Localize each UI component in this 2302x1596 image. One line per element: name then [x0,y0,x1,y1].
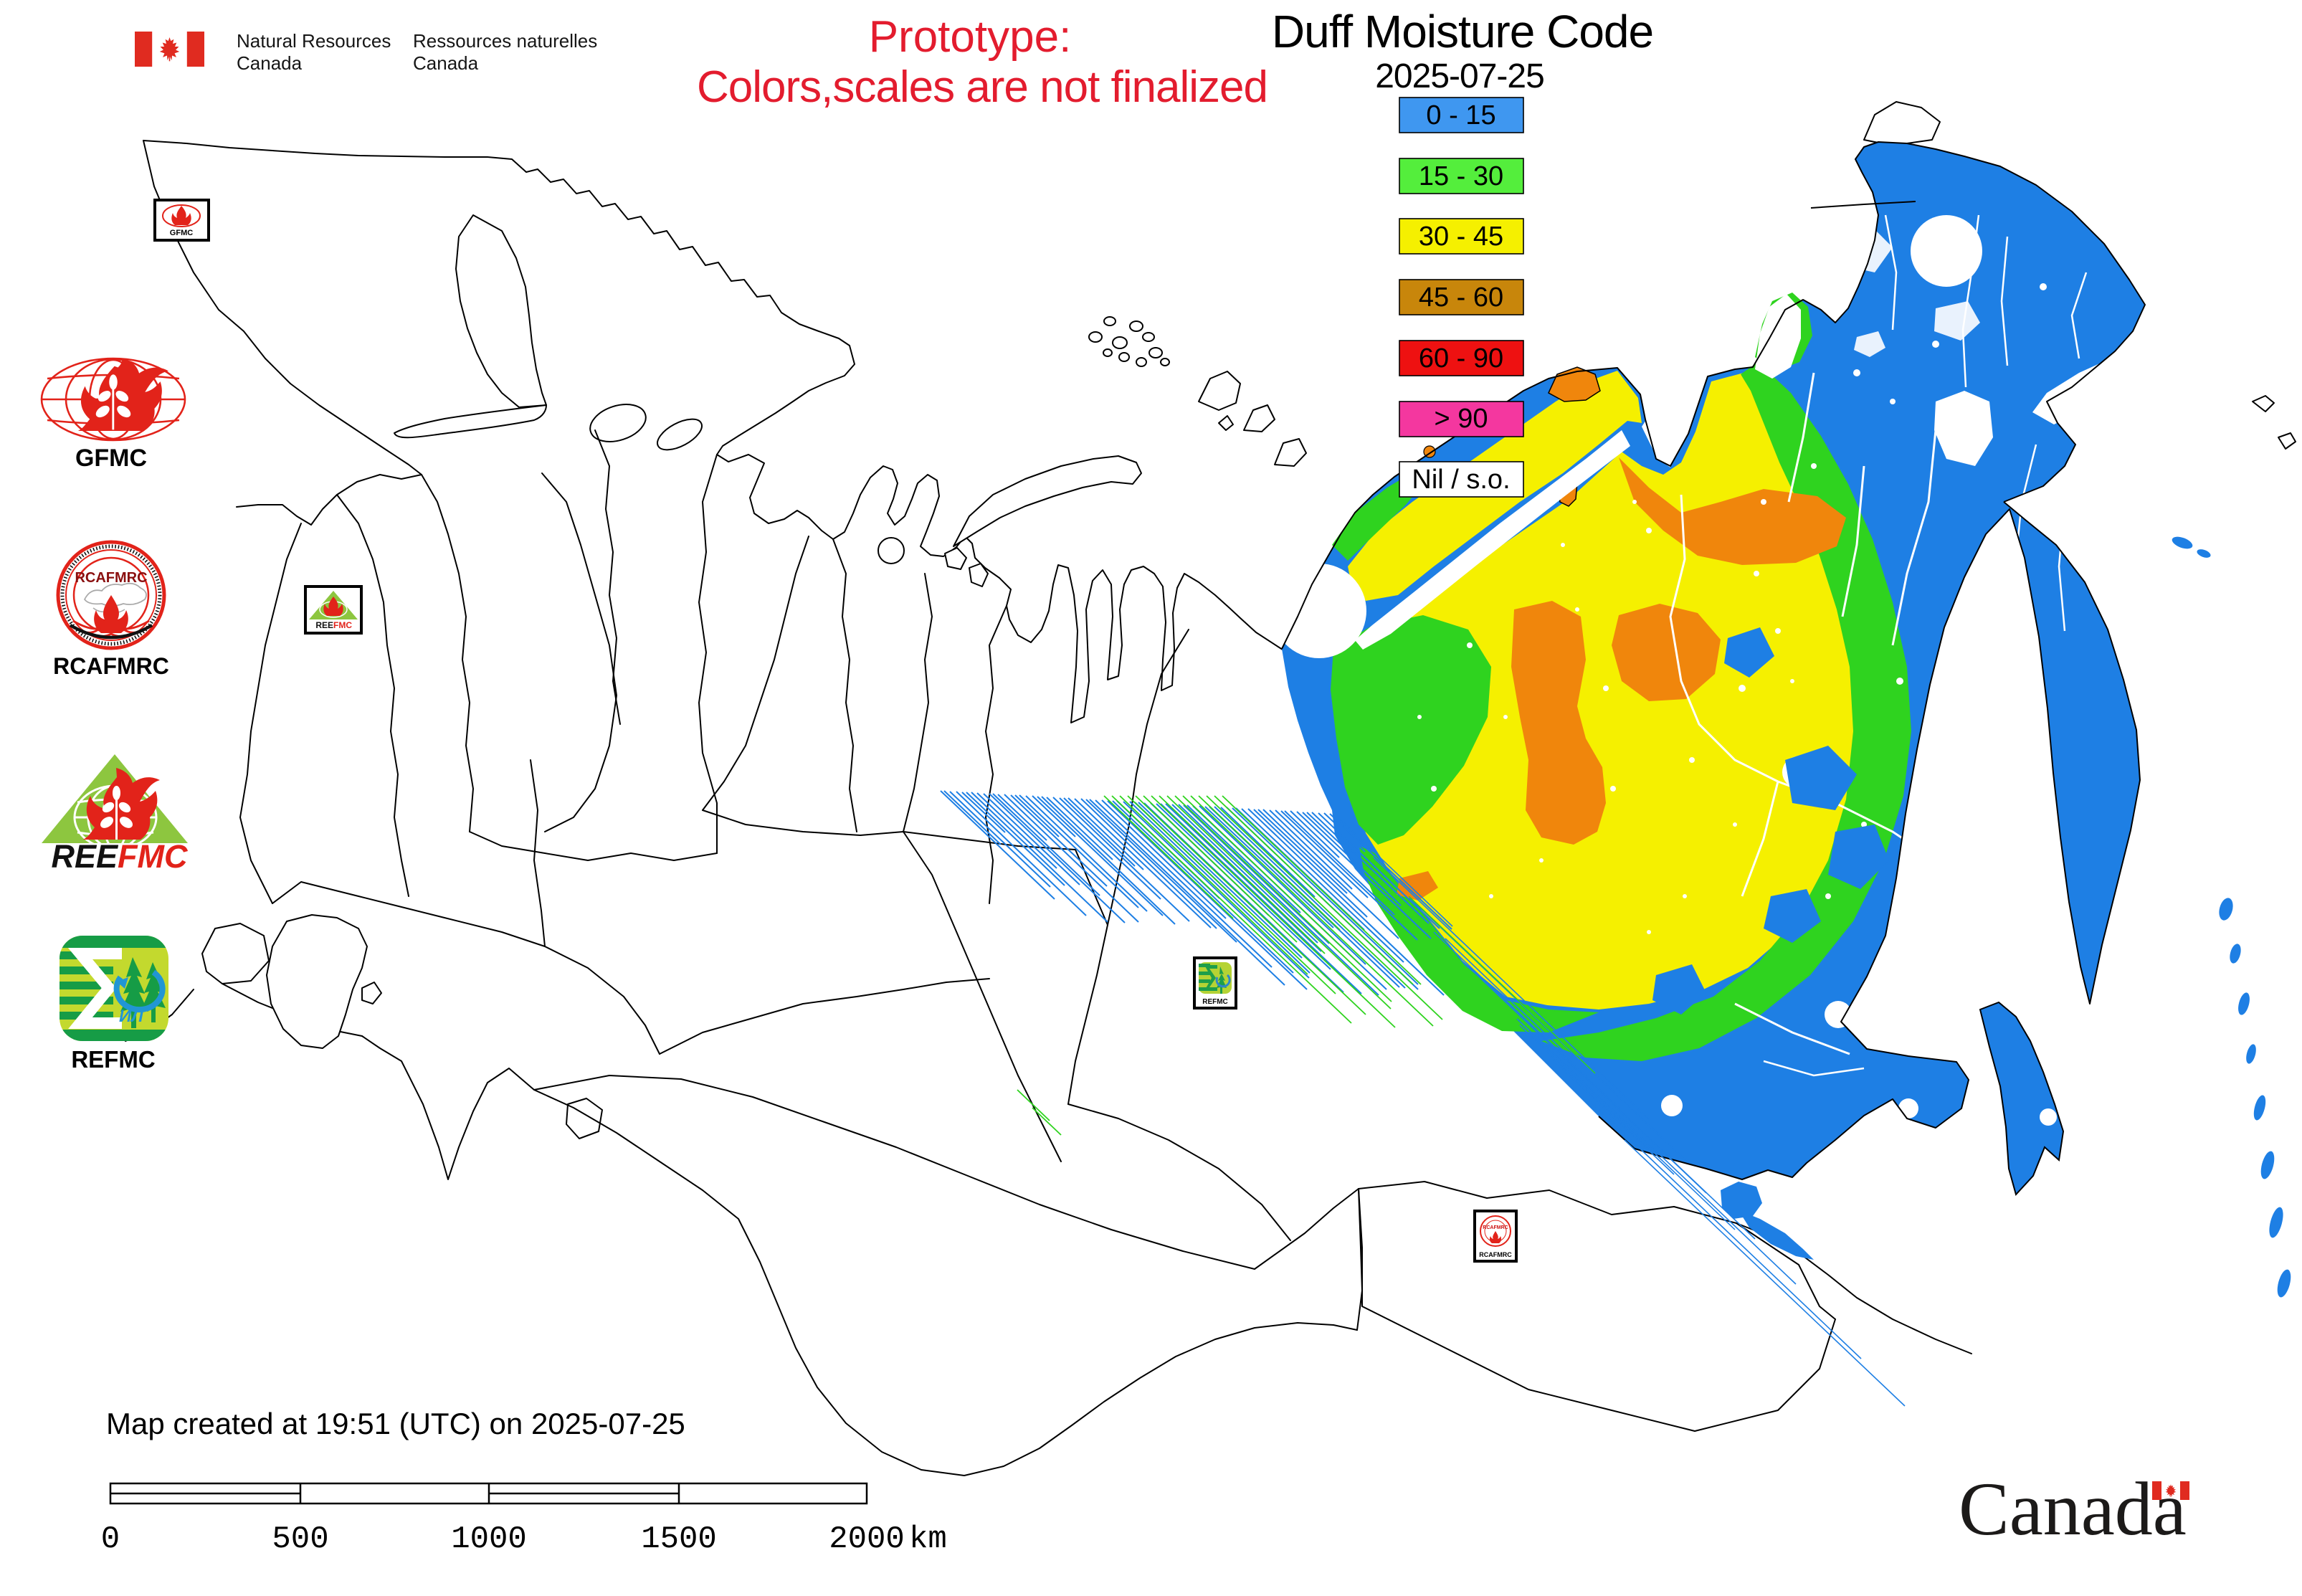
svg-text:Canada: Canada [1959,1467,2187,1551]
svg-text:ИЛ: ИЛ [119,1007,143,1026]
svg-text:Ressources naturelles: Ressources naturelles [413,30,597,52]
svg-text:0: 0 [101,1521,120,1557]
svg-text:REE: REE [315,620,333,630]
svg-text:500: 500 [272,1521,328,1557]
svg-text:Natural Resources: Natural Resources [237,30,391,52]
svg-text:Prototype:: Prototype: [869,12,1072,62]
svg-text:REFMC: REFMC [1202,998,1228,1006]
svg-text:GFMC: GFMC [75,445,147,472]
svg-text:2025-07-25: 2025-07-25 [1375,57,1544,95]
svg-text:> 90: > 90 [1434,404,1488,434]
svg-text:1000: 1000 [451,1521,527,1557]
svg-text:RCAFMRC: RCAFMRC [1479,1251,1512,1258]
svg-text:RCAFMRC: RCAFMRC [53,653,169,679]
svg-text:60 - 90: 60 - 90 [1419,343,1503,374]
svg-text:Canada: Canada [413,52,479,74]
svg-text:Duff Moisture Code: Duff Moisture Code [1272,6,1653,57]
svg-text:Map created at 19:51 (UTC) on: Map created at 19:51 (UTC) on 2025-07-25 [106,1407,685,1440]
svg-text:Colors,scales are not finalize: Colors,scales are not finalized [697,62,1267,112]
svg-text:0 - 15: 0 - 15 [1426,100,1495,130]
svg-text:RCAFMRC: RCAFMRC [75,570,147,586]
svg-text:GFMC: GFMC [170,229,193,237]
svg-text:1500: 1500 [641,1521,717,1557]
svg-text:FMC: FMC [333,620,352,630]
svg-text:45 - 60: 45 - 60 [1419,282,1503,313]
svg-text:REFMC: REFMC [71,1046,155,1073]
svg-text:15 - 30: 15 - 30 [1419,161,1503,191]
svg-text:30 - 45: 30 - 45 [1419,222,1503,252]
svg-text:km: km [909,1521,947,1557]
svg-text:RCAFMRC: RCAFMRC [1483,1225,1508,1230]
svg-text:REE: REE [51,838,119,875]
svg-text:2000: 2000 [829,1521,905,1557]
svg-text:FMC: FMC [118,838,189,875]
svg-text:Nil / s.o.: Nil / s.o. [1412,465,1510,495]
svg-text:Canada: Canada [237,52,303,74]
